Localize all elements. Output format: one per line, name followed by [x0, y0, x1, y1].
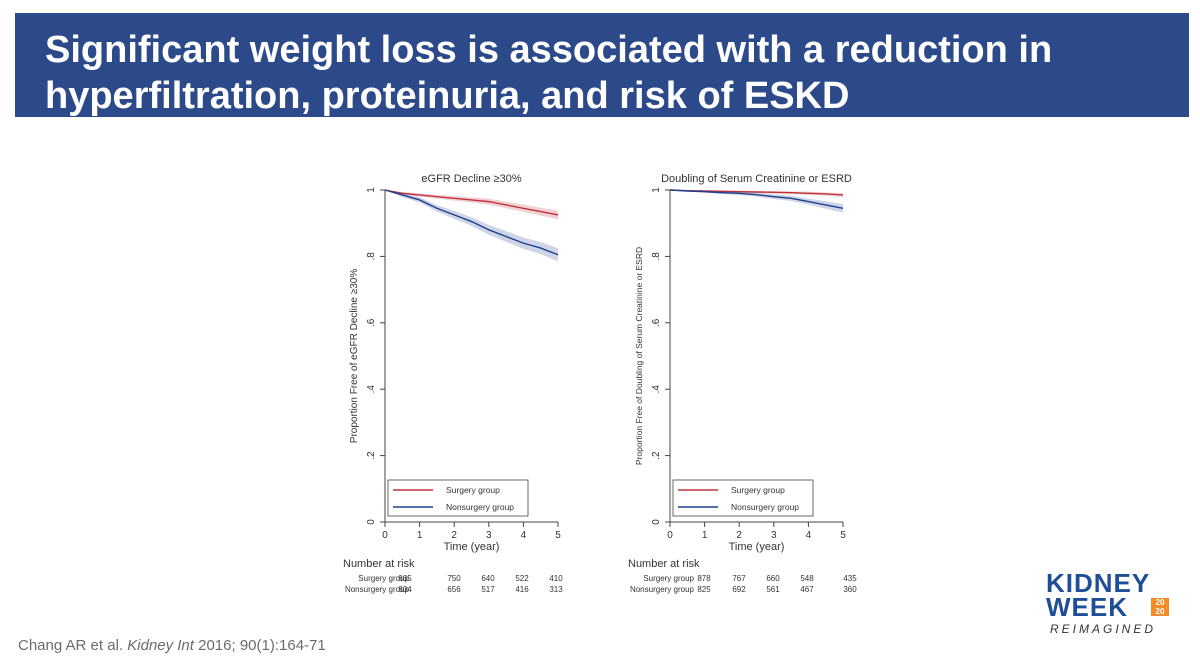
x-tick-label: 1 — [417, 530, 423, 541]
x-tick-label: 3 — [771, 530, 777, 541]
logo-line-kidney: KIDNEY — [1046, 568, 1151, 598]
y-axis-label: Proportion Free of eGFR Decline ≥30% — [349, 269, 360, 444]
risk-table: Number at risk Surgery group 878 767 660… — [620, 558, 920, 618]
x-tick-label: 0 — [667, 530, 673, 541]
logo-year-top: 20 — [1155, 598, 1165, 607]
y-tick-label: .8 — [651, 252, 662, 261]
logo-line-week: WEEK — [1046, 592, 1128, 622]
nonsurgery-ci-band — [385, 190, 558, 262]
kidney-week-logo: KIDNEY WEEK 20 20 REIMAGINED — [1046, 570, 1186, 642]
nonsurgery-series-line — [669, 189, 844, 209]
y-tick-label: .2 — [366, 451, 377, 460]
x-tick-label: 0 — [382, 530, 388, 541]
y-tick-label: .6 — [651, 318, 662, 327]
x-axis-label: Time (year) — [444, 541, 500, 553]
risk-table-header: Number at risk — [628, 558, 700, 570]
x-axis-label: Time (year) — [729, 541, 785, 553]
chart-egfr-svg: eGFR Decline ≥30% 0 1 2 3 4 5 0 .2 .4 .6 .8 1 Time (y… — [349, 173, 561, 553]
surgery-ci-band — [385, 190, 558, 220]
risk-value: 561 — [766, 585, 780, 594]
logo-year-bottom: 20 — [1155, 607, 1165, 616]
x-tick-label: 3 — [486, 530, 492, 541]
risk-value: 522 — [515, 574, 529, 583]
legend-box — [387, 479, 529, 517]
citation: Chang AR et al. Kidney Int 2016; 90(1):1… — [18, 637, 326, 654]
legend-label: Nonsurgery group — [446, 502, 514, 512]
x-tick-label: 2 — [451, 530, 457, 541]
risk-value: 640 — [481, 574, 495, 583]
surgery-series-line — [384, 189, 559, 216]
logo-year-badge: 20 20 — [1151, 598, 1169, 616]
risk-value: 548 — [800, 574, 814, 583]
legend-box — [672, 479, 814, 517]
chart-panel-creatinine: Doubling of Serum Creatinine or ESRD 0 1 2 3… — [620, 160, 920, 594]
risk-value: 656 — [447, 585, 461, 594]
y-tick-label: 0 — [651, 519, 662, 525]
risk-value: 865 — [398, 574, 412, 583]
risk-row-label: Nonsurgery group — [344, 585, 409, 594]
risk-value: 878 — [697, 574, 711, 583]
y-tick-label: 0 — [366, 519, 377, 525]
legend-label: Surgery group — [731, 485, 785, 495]
risk-row-label: Surgery group — [643, 574, 694, 583]
risk-row-nonsurgery: Nonsurgery group 804 656 517 416 313 — [335, 585, 635, 597]
risk-value: 767 — [732, 574, 746, 583]
chart-title: Doubling of Serum Creatinine or ESRD — [661, 173, 852, 185]
legend-label: Surgery group — [446, 485, 500, 495]
x-tick-label: 5 — [555, 530, 561, 541]
y-tick-label: 1 — [651, 187, 662, 193]
title-bar: Significant weight loss is associated wi… — [15, 13, 1189, 117]
y-tick-label: .4 — [366, 385, 377, 394]
risk-row-surgery: Surgery group 865 750 640 522 410 — [335, 574, 635, 586]
nonsurgery-series-line — [384, 189, 559, 256]
risk-value: 416 — [515, 585, 529, 594]
slide-title: Significant weight loss is associated wi… — [45, 29, 1053, 117]
logo-line-reimagined: REIMAGINED — [1050, 622, 1157, 636]
chart-creatinine-svg: Doubling of Serum Creatinine or ESRD 0 1 2 3… — [634, 173, 852, 553]
x-tick-label: 2 — [736, 530, 742, 541]
y-tick-label: .4 — [651, 385, 662, 394]
risk-row-surgery: Surgery group 878 767 660 548 435 — [620, 574, 920, 586]
legend-label: Nonsurgery group — [731, 502, 799, 512]
risk-row-label: Nonsurgery group — [629, 585, 694, 594]
x-tick-label: 5 — [840, 530, 846, 541]
citation-authors: Chang AR et al. — [18, 637, 128, 654]
risk-value: 410 — [549, 574, 563, 583]
y-tick-label: .6 — [366, 318, 377, 327]
x-tick-label: 1 — [702, 530, 708, 541]
risk-row-nonsurgery: Nonsurgery group 825 692 561 467 360 — [620, 585, 920, 597]
risk-value: 467 — [800, 585, 814, 594]
citation-journal: Kidney Int — [127, 637, 194, 654]
chart-title: eGFR Decline ≥30% — [421, 173, 521, 185]
risk-table-header: Number at risk — [343, 558, 415, 570]
y-tick-label: .8 — [366, 252, 377, 261]
y-tick-label: .2 — [651, 451, 662, 460]
risk-value: 360 — [843, 585, 857, 594]
risk-table: Number at risk Surgery group 865 750 640… — [335, 558, 635, 618]
risk-row-label: Surgery group — [358, 574, 409, 583]
risk-value: 825 — [697, 585, 711, 594]
risk-value: 750 — [447, 574, 461, 583]
y-axis-label: Proportion Free of Doubling of Serum Cre… — [634, 247, 644, 465]
y-tick-label: 1 — [366, 187, 377, 193]
chart-panel-egfr: eGFR Decline ≥30% 0 1 2 3 4 5 0 .2 .4 .6 .8 1 Time (y… — [335, 160, 635, 594]
citation-details: 2016; 90(1):164-71 — [193, 637, 326, 654]
risk-value: 692 — [732, 585, 746, 594]
risk-value: 313 — [549, 585, 563, 594]
x-tick-label: 4 — [521, 530, 527, 541]
risk-value: 435 — [843, 574, 857, 583]
risk-value: 804 — [398, 585, 412, 594]
risk-value: 660 — [766, 574, 780, 583]
x-tick-label: 4 — [806, 530, 812, 541]
risk-value: 517 — [481, 585, 495, 594]
